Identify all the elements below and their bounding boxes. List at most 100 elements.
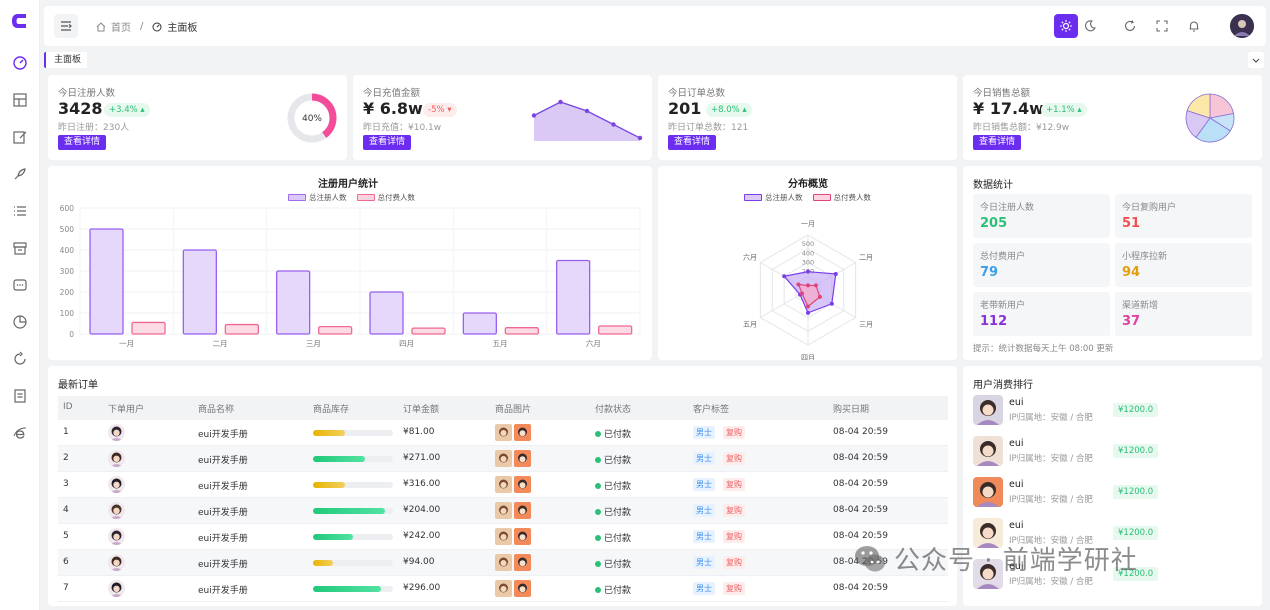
archive-icon[interactable] — [12, 240, 28, 256]
list-icon[interactable] — [12, 203, 28, 219]
sparkline-chart — [531, 99, 643, 141]
product-name: eui开发手册 — [198, 482, 248, 492]
legend-item[interactable]: 总注册人数 — [288, 192, 347, 203]
product-image[interactable] — [495, 450, 512, 467]
dashboard-icon[interactable] — [12, 55, 28, 71]
radar-axis-label: 三月 — [859, 321, 873, 329]
notification-bell-icon[interactable] — [1182, 14, 1206, 38]
ranking-item[interactable]: eui IP归属地：安徽 / 合肥 ¥1200.0 — [973, 518, 1253, 554]
ranking-item[interactable]: eui IP归属地：安徽 / 合肥 ¥1200.0 — [973, 436, 1253, 472]
user-avatar[interactable] — [108, 450, 125, 467]
breadcrumb-home[interactable]: 首页 — [111, 23, 131, 34]
ranking-location: IP归属地：安徽 / 合肥 — [1009, 454, 1093, 464]
user-avatar[interactable] — [108, 528, 125, 545]
view-details-button[interactable]: 查看详情 — [973, 135, 1022, 150]
product-image[interactable] — [495, 554, 512, 571]
product-name: eui开发手册 — [198, 534, 248, 544]
bar-total-registrations — [556, 259, 591, 335]
product-image[interactable] — [495, 424, 512, 441]
status-dot — [595, 430, 601, 437]
light-mode-icon[interactable] — [1054, 14, 1078, 38]
table-row: 5 eui开发手册 ¥242.00 已付款 男士 复购 08-04 20:59 — [58, 524, 948, 550]
user-avatar[interactable] — [108, 580, 125, 597]
home-icon — [96, 21, 106, 31]
x-tick-label: 一月 — [119, 339, 134, 348]
rocket-icon[interactable] — [12, 166, 28, 182]
radar-point — [806, 283, 810, 288]
message-icon[interactable] — [12, 277, 28, 293]
product-images — [495, 450, 531, 467]
user-avatar[interactable] — [108, 424, 125, 441]
sparkline-point — [637, 135, 643, 141]
product-image[interactable] — [514, 424, 531, 441]
ranking-location: IP归属地：安徽 / 合肥 — [1009, 495, 1093, 505]
x-tick-label: 二月 — [213, 339, 228, 348]
pie-chart-icon[interactable] — [12, 314, 28, 330]
chevron-down-icon[interactable] — [1248, 52, 1264, 68]
sparkline-point — [611, 122, 616, 127]
view-details-button[interactable]: 查看详情 — [668, 135, 717, 150]
ranking-item[interactable]: eui IP归属地：安徽 / 合肥 ¥1200.0 — [973, 395, 1253, 431]
order-id: 6 — [63, 557, 69, 567]
legend-item[interactable]: 总付费人数 — [356, 192, 415, 203]
ie-browser-icon[interactable] — [12, 425, 28, 441]
logo-icon[interactable] — [9, 10, 31, 32]
product-image[interactable] — [495, 476, 512, 493]
product-image[interactable] — [514, 528, 531, 545]
fullscreen-icon[interactable] — [1150, 14, 1174, 38]
view-details-button[interactable]: 查看详情 — [363, 135, 412, 150]
column-header: 商品库存 — [313, 405, 350, 415]
status-dot — [595, 482, 601, 489]
user-avatar[interactable] — [108, 502, 125, 519]
refresh-icon[interactable] — [1118, 14, 1142, 38]
product-image[interactable] — [514, 580, 531, 597]
view-details-button[interactable]: 查看详情 — [58, 135, 107, 150]
product-image[interactable] — [514, 450, 531, 467]
stat-change-badge: +3.4% ▴ — [104, 103, 150, 117]
ranking-location: IP归属地：安徽 / 合肥 — [1009, 577, 1093, 587]
sparkline-point — [531, 113, 537, 118]
product-image[interactable] — [495, 580, 512, 597]
stat-label: 今日订单总数 — [668, 88, 726, 99]
product-image[interactable] — [514, 476, 531, 493]
stat-box-value: 79 — [980, 265, 999, 280]
order-amount: ¥81.00 — [403, 427, 435, 437]
ranking-avatar — [973, 436, 1003, 466]
stock-progress-fill — [313, 534, 353, 540]
stat-previous: 昨日注册：230人 — [58, 123, 130, 133]
order-amount: ¥204.00 — [403, 505, 441, 515]
dark-mode-icon[interactable] — [1078, 14, 1102, 38]
layout-icon[interactable] — [12, 92, 28, 108]
stat-card-registrations: 今日注册人数 3428 +3.4% ▴ 昨日注册：230人 查看详情 40% — [48, 75, 347, 160]
bar-total-paid — [224, 323, 259, 335]
stat-box-repurchase: 今日复购用户 51 — [1115, 194, 1252, 238]
data-stats-card: 数据统计 今日注册人数 205 今日复购用户 51 总付费用户 79 小程序拉新 94 … — [963, 166, 1262, 360]
product-image[interactable] — [514, 502, 531, 519]
product-image[interactable] — [495, 528, 512, 545]
legend-item[interactable]: 总注册人数 — [744, 192, 803, 203]
user-avatar[interactable] — [108, 554, 125, 571]
user-avatar[interactable] — [108, 476, 125, 493]
radar-point — [796, 282, 801, 287]
ranking-item[interactable]: eui IP归属地：安徽 / 合肥 ¥1200.0 — [973, 559, 1253, 595]
product-image[interactable] — [514, 554, 531, 571]
payment-status-text: 已付款 — [604, 534, 632, 544]
stat-change-badge: +8.0% ▴ — [706, 103, 752, 117]
user-avatar[interactable] — [1230, 14, 1254, 38]
customer-tag: 男士 — [693, 530, 715, 543]
sparkline-point — [584, 108, 590, 114]
clock-24-icon[interactable] — [12, 351, 28, 367]
document-icon[interactable] — [12, 388, 28, 404]
stat-label: 今日销售总额 — [973, 88, 1031, 99]
legend-item[interactable]: 总付费人数 — [812, 192, 871, 203]
bar-chart: 0 100 200 300 400 500 600 一月 二月 三月 四月 五月 六月 — [60, 204, 641, 348]
breadcrumb: 首页 / 主面板 — [96, 19, 197, 34]
menu-toggle-icon[interactable] — [54, 14, 78, 38]
customer-tag: 复购 — [723, 530, 745, 543]
product-image[interactable] — [495, 502, 512, 519]
edit-icon[interactable] — [12, 129, 28, 145]
purchase-date: 08-04 20:59 — [833, 583, 888, 593]
ranking-item[interactable]: eui IP归属地：安徽 / 合肥 ¥1200.0 — [973, 477, 1253, 513]
y-tick-label: 400 — [60, 246, 75, 255]
tab-dashboard[interactable]: 主面板 — [44, 52, 88, 68]
